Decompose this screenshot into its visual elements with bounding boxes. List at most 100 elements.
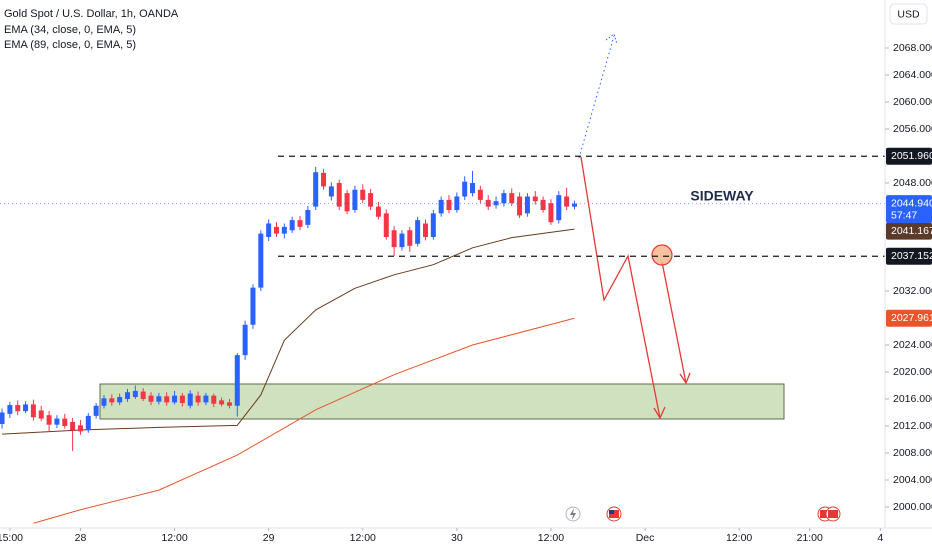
y-tick-label: 2016.000 [893, 393, 932, 405]
x-tick-label: 4 [877, 532, 883, 544]
price-badge-label: 2044.940 [891, 197, 932, 209]
y-tick-label: 2060.000 [893, 96, 932, 108]
candle-body [548, 203, 554, 223]
candle-body [517, 196, 523, 216]
candle-body [407, 230, 413, 246]
candle-body [219, 400, 225, 405]
candle-body [132, 390, 138, 397]
candle-body [273, 226, 279, 234]
candle-body [242, 324, 248, 356]
y-tick-label: 2032.000 [893, 285, 932, 297]
x-tick-label: Dec [636, 532, 655, 544]
candle-body [203, 395, 209, 403]
candle-body [281, 226, 287, 234]
candle-body [564, 196, 570, 207]
x-tick-label: 21:00 [797, 532, 823, 544]
chart-title: Gold Spot / U.S. Dollar, 1h, OANDA [4, 8, 179, 20]
candle-body [172, 395, 178, 403]
x-tick-label: 12:00 [726, 532, 752, 544]
currency-label[interactable]: USD [897, 8, 920, 20]
arrow-head [679, 372, 691, 385]
candle-body [70, 421, 76, 431]
x-tick-label: 12:00 [350, 532, 376, 544]
candle-body [93, 405, 99, 416]
candle-body [438, 199, 444, 214]
candle-body [187, 393, 193, 406]
candle-body [509, 193, 515, 204]
event-icon [570, 508, 576, 520]
price-badge [886, 222, 932, 240]
breakout-path [578, 35, 615, 159]
price-badge-label: 2037.152 [891, 250, 932, 262]
candle-body [226, 402, 232, 406]
candle-body [470, 182, 476, 194]
plot [0, 166, 885, 524]
y-tick-label: 2056.000 [893, 123, 932, 135]
candle-body [297, 220, 303, 227]
y-tick-label: 2048.000 [893, 177, 932, 189]
price-badge-label: 2051.960 [891, 150, 932, 162]
y-tick-label: 2012.000 [893, 420, 932, 432]
price-badge [886, 247, 932, 265]
x-tick-label: 30 [451, 532, 463, 544]
candle-body [0, 412, 5, 424]
ema-line [33, 317, 575, 524]
price-badge [886, 147, 932, 165]
legend-entry: EMA (89, close, 0, EMA, 5) [4, 39, 136, 51]
projection-path [661, 261, 687, 384]
candle-body [195, 395, 201, 403]
candle-body [360, 189, 366, 200]
candle-body [532, 196, 538, 202]
support-zone [99, 383, 785, 420]
event-icon [609, 510, 614, 514]
candle-body [556, 195, 562, 221]
currency-button[interactable] [889, 3, 928, 25]
candle-body [289, 220, 295, 231]
candle-body [462, 181, 468, 197]
candle-body [266, 223, 272, 237]
x-tick-label: 12:00 [538, 532, 564, 544]
x-tick-label: 12:00 [161, 532, 187, 544]
legend-entry: EMA (34, close, 0, EMA, 5) [4, 24, 136, 36]
candle-body [7, 405, 13, 414]
y-tick-label: 2000.000 [893, 501, 932, 513]
candle-body [125, 392, 131, 400]
candle-body [211, 395, 217, 404]
candle-body [179, 395, 185, 404]
price-badge-label: 2041.167 [891, 225, 932, 237]
drawings: SIDEWAY [278, 33, 885, 420]
candle-body [430, 213, 436, 237]
candle-body [501, 193, 507, 204]
candle-body [30, 404, 36, 418]
price-badge [886, 309, 932, 327]
candle-body [313, 172, 319, 207]
x-tick-label: 28 [75, 532, 87, 544]
candle-body [101, 398, 107, 406]
candle-body [328, 186, 334, 197]
candle-body [109, 398, 115, 403]
y-tick-label: 2008.000 [893, 447, 932, 459]
candle-body [399, 233, 405, 248]
projection-path [580, 156, 661, 419]
retest-circle [651, 244, 673, 266]
arrow-head [653, 406, 666, 420]
candle-body [85, 415, 91, 431]
candle-body [336, 182, 342, 207]
candle-body [305, 209, 311, 225]
candle-body [38, 410, 44, 419]
candle-body [15, 405, 21, 412]
candle-body [140, 391, 146, 400]
candle-body [352, 189, 358, 210]
candle-body [164, 396, 170, 403]
y-tick-label: 2020.000 [893, 366, 932, 378]
y-tick-label: 2064.000 [893, 69, 932, 81]
candle-body [117, 396, 123, 403]
candle-body [258, 233, 264, 288]
candle-body [321, 172, 327, 187]
candle-body [375, 206, 381, 217]
candle-body [46, 415, 52, 425]
candle-body [250, 287, 256, 325]
event-icon [820, 510, 830, 518]
